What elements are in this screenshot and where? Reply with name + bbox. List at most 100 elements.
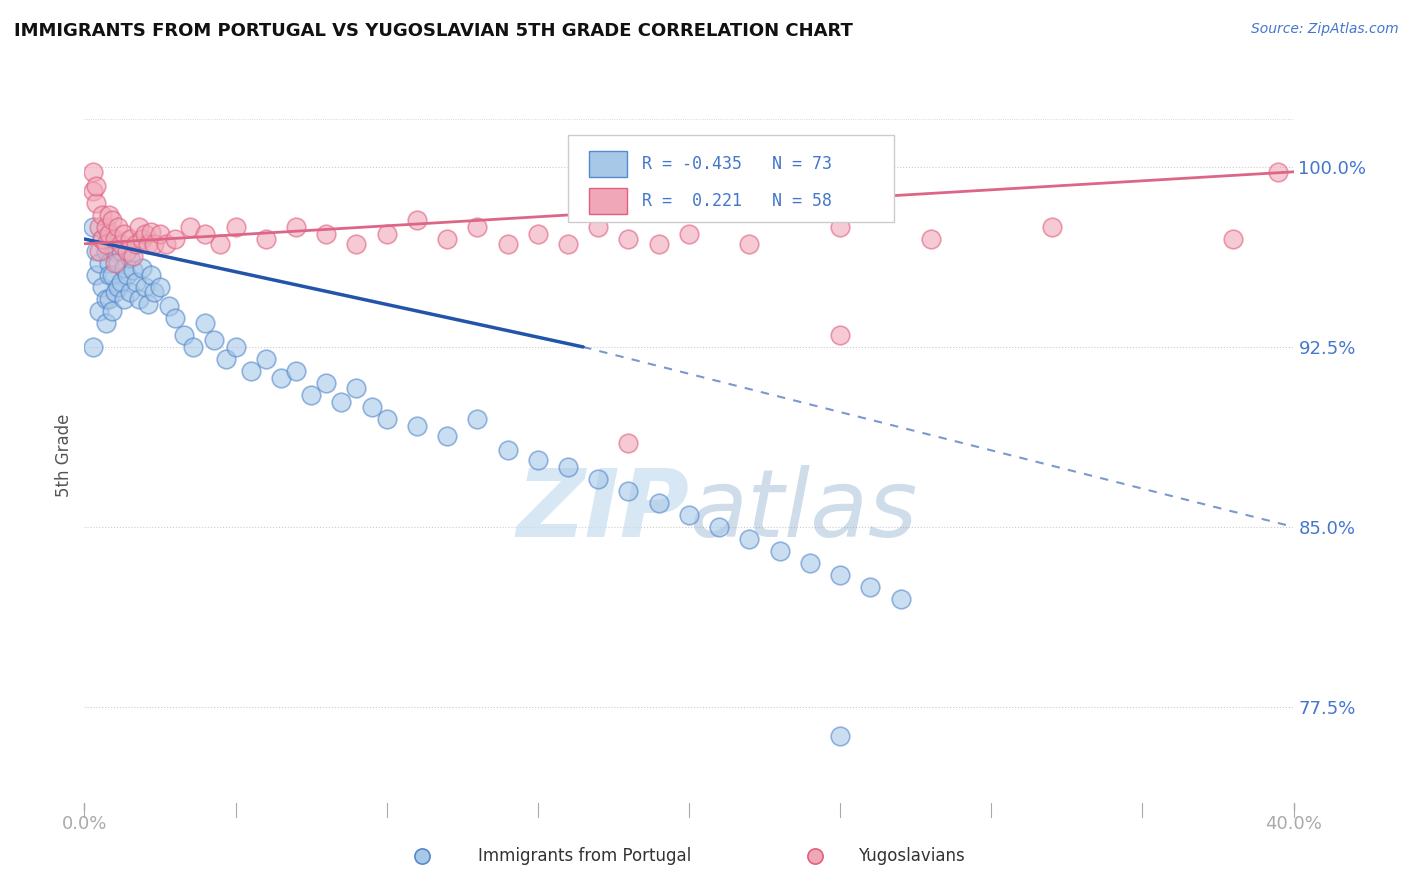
Point xyxy=(89,244,111,258)
Point xyxy=(94,219,117,234)
Point xyxy=(131,260,153,275)
FancyBboxPatch shape xyxy=(568,135,894,222)
Point xyxy=(94,244,117,258)
Point xyxy=(82,219,104,234)
Point xyxy=(107,280,129,294)
Bar xyxy=(589,187,627,214)
Point xyxy=(121,249,143,263)
Point xyxy=(709,520,731,534)
Point xyxy=(118,285,141,299)
Point xyxy=(155,236,177,251)
Point xyxy=(100,304,122,318)
Point xyxy=(97,256,120,270)
Point xyxy=(94,236,117,251)
Point xyxy=(110,236,132,251)
Point xyxy=(128,219,150,234)
Point xyxy=(315,376,337,390)
Text: Yugoslavians: Yugoslavians xyxy=(858,847,965,865)
Point xyxy=(648,236,671,251)
Point xyxy=(94,316,117,330)
Point xyxy=(89,256,111,270)
Point xyxy=(97,292,120,306)
Point xyxy=(100,232,122,246)
Point xyxy=(360,400,382,414)
Text: IMMIGRANTS FROM PORTUGAL VS YUGOSLAVIAN 5TH GRADE CORRELATION CHART: IMMIGRANTS FROM PORTUGAL VS YUGOSLAVIAN … xyxy=(14,22,853,40)
Point xyxy=(617,232,640,246)
Point xyxy=(330,395,353,409)
Point xyxy=(678,227,700,242)
Point xyxy=(139,268,162,282)
Point xyxy=(118,232,141,246)
Point xyxy=(890,591,912,606)
Point xyxy=(91,280,114,294)
Point xyxy=(467,219,489,234)
Point xyxy=(104,232,127,246)
Point xyxy=(202,333,225,347)
Point xyxy=(142,236,165,251)
Point xyxy=(136,297,159,311)
Point xyxy=(86,179,108,194)
Point xyxy=(830,219,852,234)
Text: R = -0.435   N = 73: R = -0.435 N = 73 xyxy=(641,155,832,173)
Point xyxy=(254,351,277,366)
Point xyxy=(136,236,159,251)
Point xyxy=(157,299,180,313)
Point xyxy=(100,268,122,282)
Point xyxy=(859,580,882,594)
Point xyxy=(215,351,238,366)
Point xyxy=(181,340,204,354)
Point xyxy=(165,232,187,246)
Point xyxy=(115,244,138,258)
Point xyxy=(173,328,195,343)
Point xyxy=(97,268,120,282)
Y-axis label: 5th Grade: 5th Grade xyxy=(55,413,73,497)
Point xyxy=(82,165,104,179)
Point xyxy=(165,311,187,326)
Point xyxy=(118,251,141,265)
Point xyxy=(375,227,398,242)
Point xyxy=(617,436,640,450)
Point xyxy=(112,227,135,242)
Point xyxy=(149,280,172,294)
Point xyxy=(97,227,120,242)
Text: R =  0.221   N = 58: R = 0.221 N = 58 xyxy=(641,192,832,210)
Point xyxy=(299,388,322,402)
Point xyxy=(149,227,172,242)
Point xyxy=(406,419,429,434)
Point xyxy=(107,256,129,270)
Point xyxy=(112,260,135,275)
Point xyxy=(467,412,489,426)
Point xyxy=(125,275,148,289)
Text: atlas: atlas xyxy=(689,465,917,556)
Point xyxy=(285,364,308,378)
Point xyxy=(315,227,337,242)
Point xyxy=(100,212,122,227)
Point xyxy=(86,244,108,258)
Point xyxy=(110,275,132,289)
Point xyxy=(104,285,127,299)
Point xyxy=(804,849,827,863)
Point xyxy=(142,285,165,299)
Point xyxy=(128,292,150,306)
Point xyxy=(194,316,217,330)
Point xyxy=(112,292,135,306)
Point xyxy=(239,364,262,378)
Text: Source: ZipAtlas.com: Source: ZipAtlas.com xyxy=(1251,22,1399,37)
Point xyxy=(436,232,458,246)
Point xyxy=(738,236,761,251)
Point xyxy=(557,236,579,251)
Point xyxy=(82,184,104,198)
Point xyxy=(91,232,114,246)
Point xyxy=(920,232,942,246)
Point xyxy=(89,219,111,234)
Point xyxy=(131,232,153,246)
Point xyxy=(285,219,308,234)
Point xyxy=(648,496,671,510)
Point xyxy=(82,340,104,354)
Point xyxy=(527,452,550,467)
Point xyxy=(110,244,132,258)
Point xyxy=(104,256,127,270)
Point xyxy=(270,371,292,385)
Bar xyxy=(589,151,627,178)
Point xyxy=(86,268,108,282)
